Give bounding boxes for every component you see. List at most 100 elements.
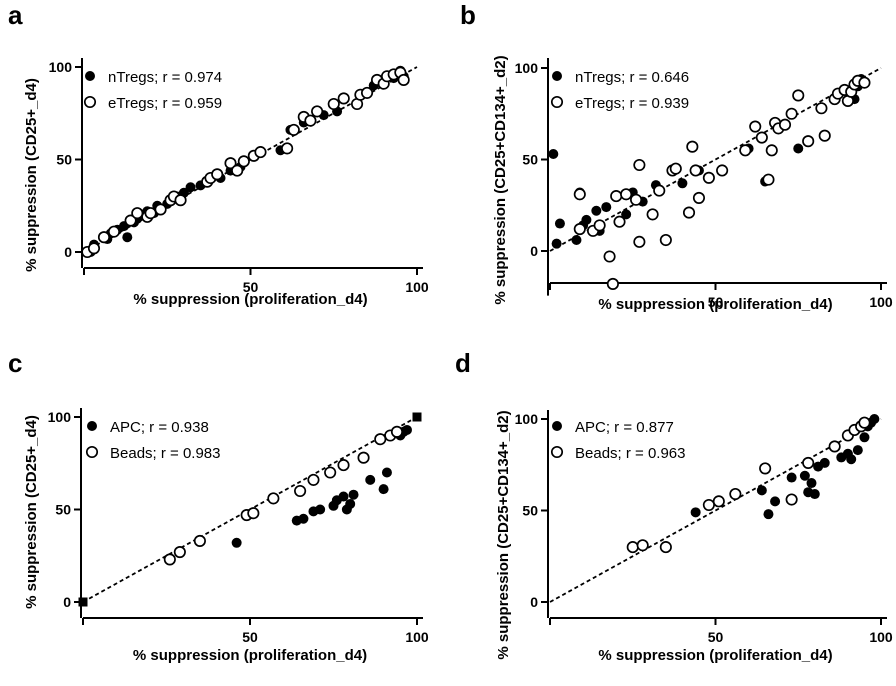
legend-label: eTregs; r = 0.939 — [575, 95, 689, 112]
data-point-open — [304, 114, 317, 127]
panel-c: c 0 50 100 50 100 % suppression (proliferation… — [8, 348, 429, 664]
data-point-open — [211, 168, 224, 181]
y-tick-label: 50 — [522, 503, 538, 519]
data-point-filled — [852, 445, 863, 456]
x-axis-label: % suppression (proliferation_d4) — [598, 647, 832, 664]
data-point-open — [231, 164, 244, 177]
data-point-open — [762, 173, 775, 186]
data-point-filled — [786, 472, 797, 483]
legend-label: nTregs; r = 0.646 — [575, 69, 689, 86]
data-point-filled — [338, 491, 349, 502]
data-point-open — [792, 89, 805, 102]
data-point-open — [311, 105, 324, 118]
data-point-open — [659, 233, 672, 247]
data-point-filled — [298, 513, 309, 524]
legend-marker-open — [550, 445, 564, 459]
data-point-filled — [806, 478, 817, 489]
data-point-open — [646, 208, 659, 221]
data-point-filled — [381, 467, 392, 478]
legend: APC; r = 0.938 Beads; r = 0.983 — [85, 419, 221, 462]
panel-letter: d — [455, 348, 471, 378]
data-point-open — [818, 129, 831, 142]
x-axis-label: % suppression (proliferation_d4) — [133, 291, 367, 308]
data-point-open — [237, 155, 250, 168]
data-point-open — [267, 492, 280, 505]
data-point-filled — [846, 454, 857, 465]
panel-b: b 0 50 100 50 100 % suppression (proliferation… — [460, 0, 893, 313]
data-point-open — [712, 495, 725, 508]
legend-label: APC; r = 0.938 — [110, 419, 209, 436]
data-point-open — [87, 242, 101, 255]
legend-label: nTregs; r = 0.974 — [108, 69, 222, 86]
data-point-filled — [621, 209, 632, 220]
data-point-filled — [690, 507, 701, 518]
data-point-filled — [122, 232, 133, 243]
data-point-open — [686, 140, 699, 153]
legend: nTregs; r = 0.646 eTregs; r = 0.939 — [550, 69, 689, 112]
legend-label: eTregs; r = 0.959 — [108, 95, 222, 112]
data-point-open — [702, 171, 715, 184]
data-point-open — [163, 553, 176, 566]
y-tick-label: 50 — [56, 152, 72, 168]
data-point-open — [759, 462, 772, 475]
data-point-open — [374, 433, 387, 446]
data-point-open — [193, 534, 206, 547]
data-point-filled — [601, 202, 612, 213]
data-point-open — [858, 76, 871, 89]
data-point-filled — [799, 470, 810, 481]
data-point-open — [692, 191, 705, 204]
data-point-open — [610, 190, 623, 203]
y-tick-label: 100 — [515, 60, 539, 76]
x-axis-label: % suppression (proliferation_d4) — [598, 296, 832, 313]
data-point-open — [765, 144, 778, 157]
data-point-open — [593, 219, 606, 232]
data-point-filled — [770, 496, 781, 507]
y-tick-label: 50 — [55, 502, 71, 518]
legend-label: APC; r = 0.877 — [575, 419, 674, 436]
x-tick-label: 50 — [242, 629, 258, 645]
x-tick-label: 50 — [708, 629, 724, 645]
data-point-open — [124, 214, 137, 227]
data-point-open — [254, 146, 267, 159]
data-point-open — [613, 215, 626, 228]
data-point-open — [802, 135, 815, 148]
data-point-open — [659, 541, 672, 554]
data-point-open — [573, 188, 586, 201]
data-point-open — [716, 164, 729, 177]
y-tick-label: 50 — [522, 152, 538, 168]
data-point-open — [324, 466, 337, 479]
data-point-open — [749, 120, 762, 133]
data-point-filled — [365, 474, 376, 485]
data-point-open — [785, 107, 798, 120]
data-point-open — [778, 118, 792, 131]
x-tick-label: 100 — [405, 279, 429, 295]
data-point-open — [689, 164, 702, 177]
data-point-open — [573, 222, 586, 236]
data-point-filled — [554, 218, 565, 229]
data-point-open — [281, 142, 294, 155]
data-point-filled — [401, 424, 412, 435]
identity-line — [549, 67, 882, 252]
data-point-open — [702, 498, 715, 512]
data-point-open — [858, 416, 871, 429]
data-point-filled — [677, 178, 688, 189]
data-point-filled — [591, 205, 602, 216]
data-point-open — [174, 194, 187, 207]
data-point-filled — [869, 414, 880, 424]
data-point-open — [357, 451, 370, 464]
y-tick-label: 0 — [63, 594, 71, 610]
data-point-square — [412, 412, 422, 422]
data-point-filled — [548, 149, 559, 160]
data-point-open — [107, 225, 121, 238]
data-point-open — [337, 459, 350, 472]
data-point-open — [606, 277, 619, 290]
data-point-filled — [315, 504, 326, 515]
data-point-open — [337, 92, 350, 105]
y-axis-label: % suppression (CD25+_d4) — [23, 415, 40, 609]
x-tick-label: 100 — [405, 629, 429, 645]
y-tick-label: 0 — [64, 244, 72, 260]
data-point-open — [287, 123, 300, 136]
data-point-open — [173, 545, 186, 559]
data-point-open — [620, 188, 633, 201]
